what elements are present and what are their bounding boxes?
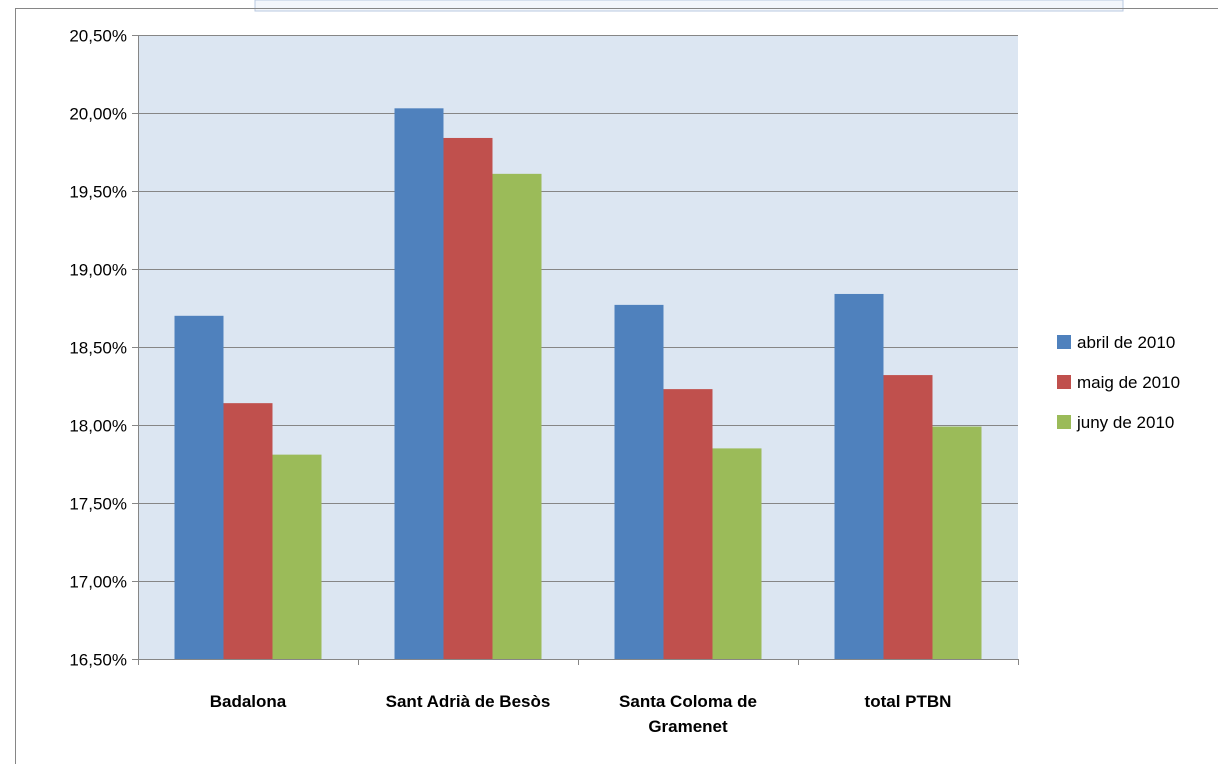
plot-area: 16,50% 17,00% 17,50% 18,00% 18,50% 19,00% 19,5… xyxy=(69,27,1019,736)
legend-swatch-1 xyxy=(1057,335,1071,349)
bar-3-2 xyxy=(492,173,542,659)
bar-2-1 xyxy=(223,403,273,659)
chart-area-border xyxy=(15,8,1218,764)
legend-label-2: maig de 2010 xyxy=(1077,373,1180,392)
bar-1-2 xyxy=(394,108,444,659)
top-panel-strip xyxy=(254,0,1124,12)
x-category-label: total PTBN xyxy=(865,692,952,711)
bar-3-4 xyxy=(932,426,982,659)
bar-2-3 xyxy=(663,389,713,659)
bar-1-1 xyxy=(174,315,224,659)
x-category-label: Badalona xyxy=(210,692,287,711)
x-category-label: Sant Adrià de Besòs xyxy=(386,692,551,711)
bar-3-3 xyxy=(712,448,762,659)
x-category-label: Gramenet xyxy=(648,717,728,736)
y-tick-label: 17,50% xyxy=(69,495,127,514)
y-tick-label: 19,00% xyxy=(69,261,127,280)
legend-swatch-2 xyxy=(1057,375,1071,389)
legend: abril de 2010 maig de 2010 juny de 2010 xyxy=(1057,333,1180,432)
bar-2-4 xyxy=(883,375,933,659)
y-tick-label: 16,50% xyxy=(69,651,127,670)
y-tick-label: 17,00% xyxy=(69,573,127,592)
bar-1-4 xyxy=(834,293,884,659)
y-tick-label: 18,00% xyxy=(69,417,127,436)
bar-2-2 xyxy=(443,137,493,659)
y-tick-label: 19,50% xyxy=(69,183,127,202)
bar-3-1 xyxy=(272,454,322,659)
legend-label-3: juny de 2010 xyxy=(1076,413,1174,432)
x-category-label: Santa Coloma de xyxy=(619,692,757,711)
legend-swatch-3 xyxy=(1057,415,1071,429)
legend-label-1: abril de 2010 xyxy=(1077,333,1175,352)
y-tick-label: 18,50% xyxy=(69,339,127,358)
y-tick-label: 20,50% xyxy=(69,27,127,46)
y-tick-label: 20,00% xyxy=(69,105,127,124)
bar-1-3 xyxy=(614,304,664,659)
